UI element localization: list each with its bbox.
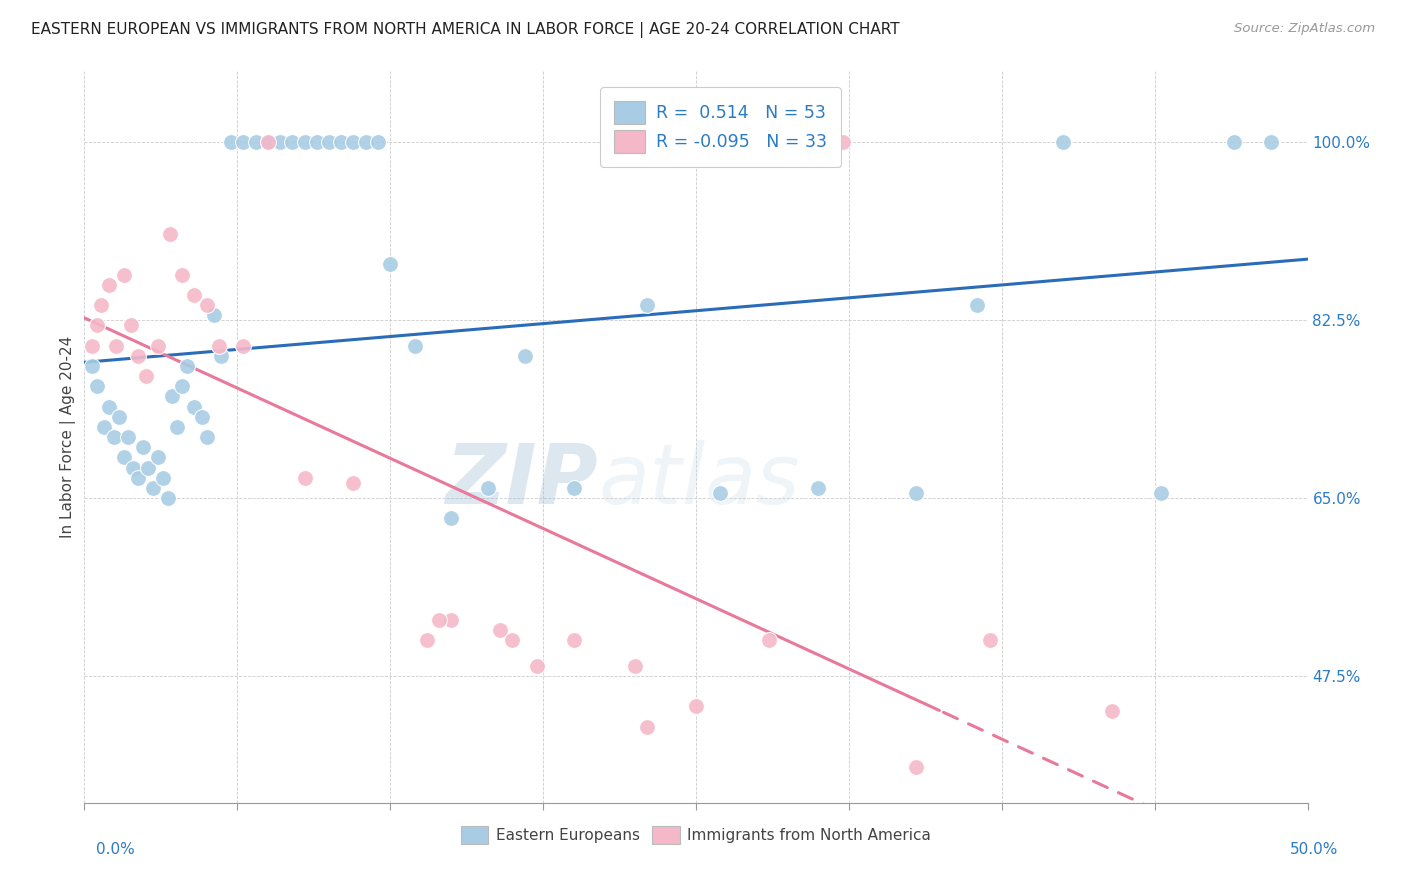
Point <box>97 277 120 292</box>
Point <box>636 720 658 734</box>
Point <box>162 389 184 403</box>
Point <box>136 460 159 475</box>
Text: Source: ZipAtlas.com: Source: ZipAtlas.com <box>1234 22 1375 36</box>
Point <box>132 440 155 454</box>
Point <box>146 450 169 465</box>
Point <box>367 136 389 150</box>
Point <box>112 450 135 465</box>
Point <box>380 257 402 271</box>
Point <box>318 136 340 150</box>
Point <box>146 339 169 353</box>
Point <box>294 471 316 485</box>
Point <box>127 349 149 363</box>
Point <box>122 460 145 475</box>
Point <box>427 613 450 627</box>
Point <box>966 298 988 312</box>
Point <box>758 633 780 648</box>
Point <box>1260 136 1282 150</box>
Point <box>562 481 585 495</box>
Point <box>404 339 426 353</box>
Point <box>166 420 188 434</box>
Point <box>107 409 129 424</box>
Point <box>354 136 377 150</box>
Point <box>183 400 205 414</box>
Point <box>489 623 512 637</box>
Text: 0.0%: 0.0% <box>96 842 135 856</box>
Point <box>172 268 194 282</box>
Point <box>269 136 291 150</box>
Point <box>330 136 353 150</box>
Point <box>105 339 128 353</box>
Point <box>183 288 205 302</box>
Point <box>305 136 328 150</box>
Point <box>202 308 225 322</box>
Point <box>342 475 364 490</box>
Point <box>156 491 179 505</box>
Point <box>117 430 139 444</box>
Point <box>905 760 928 774</box>
Point <box>152 471 174 485</box>
Point <box>257 136 280 150</box>
Point <box>342 136 364 150</box>
Point <box>513 349 536 363</box>
Point <box>281 136 304 150</box>
Point <box>831 136 853 150</box>
Point <box>232 339 254 353</box>
Point <box>440 511 463 525</box>
Point <box>93 420 115 434</box>
Point <box>80 339 103 353</box>
Point <box>135 369 157 384</box>
Point <box>636 298 658 312</box>
Point <box>807 481 830 495</box>
Point <box>208 339 231 353</box>
Text: EASTERN EUROPEAN VS IMMIGRANTS FROM NORTH AMERICA IN LABOR FORCE | AGE 20-24 COR: EASTERN EUROPEAN VS IMMIGRANTS FROM NORT… <box>31 22 900 38</box>
Text: atlas: atlas <box>598 441 800 522</box>
Point <box>142 481 165 495</box>
Point <box>685 699 707 714</box>
Point <box>905 486 928 500</box>
Text: ZIP: ZIP <box>446 441 598 522</box>
Point <box>90 298 112 312</box>
Point <box>245 136 267 150</box>
Point <box>526 658 548 673</box>
Point <box>477 481 499 495</box>
Point <box>1101 705 1123 719</box>
Point <box>191 409 214 424</box>
Point <box>195 430 218 444</box>
Point <box>219 136 242 150</box>
Point <box>709 486 731 500</box>
Point <box>1052 136 1074 150</box>
Y-axis label: In Labor Force | Age 20-24: In Labor Force | Age 20-24 <box>60 336 76 538</box>
Point <box>97 400 120 414</box>
Point <box>1150 486 1173 500</box>
Point <box>209 349 232 363</box>
Point <box>120 318 142 333</box>
Point <box>176 359 198 373</box>
Point <box>979 633 1001 648</box>
Point <box>1223 136 1246 150</box>
Point <box>195 298 218 312</box>
Point <box>440 613 463 627</box>
Point <box>80 359 103 373</box>
Point <box>159 227 181 241</box>
Point <box>127 471 149 485</box>
Point <box>86 318 108 333</box>
Point <box>172 379 194 393</box>
Point <box>624 658 647 673</box>
Point <box>103 430 125 444</box>
Point <box>294 136 316 150</box>
Legend: Eastern Europeans, Immigrants from North America: Eastern Europeans, Immigrants from North… <box>454 820 938 850</box>
Point <box>257 136 280 150</box>
Point <box>562 633 585 648</box>
Point <box>502 633 524 648</box>
Point <box>416 633 439 648</box>
Point <box>112 268 135 282</box>
Point <box>232 136 254 150</box>
Point <box>86 379 108 393</box>
Text: 50.0%: 50.0% <box>1291 842 1339 856</box>
